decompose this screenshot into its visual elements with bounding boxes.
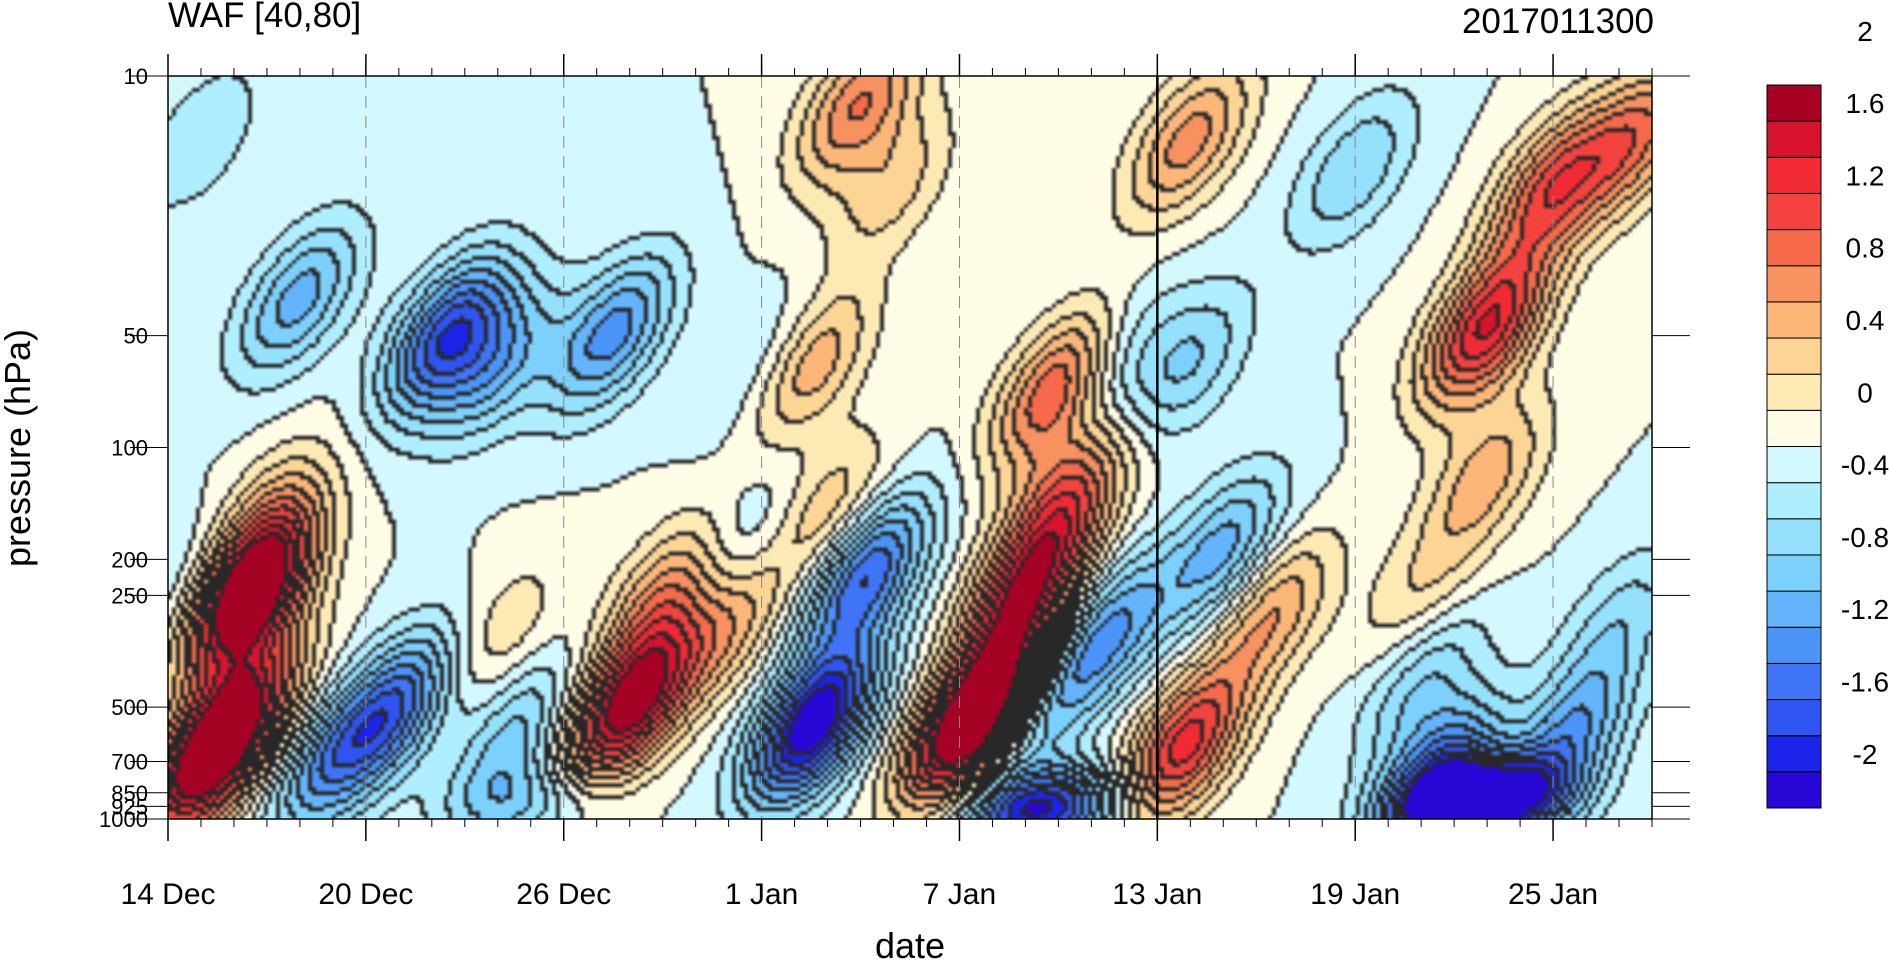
colorbar-label: 1.2 [1846,160,1885,191]
colorbar-label: 0.4 [1846,305,1885,336]
y-tick-label: 850 [111,781,148,806]
colorbar-label: 2 [1857,16,1873,47]
colorbar-swatch [1766,518,1822,556]
colorbar-label: 1.6 [1846,88,1885,119]
x-tick-label: 7 Jan [923,878,996,911]
colorbar-label: 0.8 [1846,233,1885,264]
colorbar-label: -0.8 [1841,522,1889,553]
colorbar-label: 0 [1857,377,1873,408]
x-tick-label: 14 Dec [120,878,215,911]
y-tick-label: 700 [111,749,148,774]
x-tick-label: 20 Dec [318,878,413,911]
colorbar-swatch [1766,373,1822,411]
colorbar-swatch [1766,735,1822,773]
colorbar-swatch [1766,337,1822,375]
y-tick-label: 100 [111,436,148,461]
colorbar-swatch [1766,699,1822,737]
colorbar-swatch [1766,590,1822,628]
colorbar-swatch [1766,265,1822,303]
y-tick-label: 10 [124,64,148,89]
colorbar-swatch [1766,156,1822,194]
colorbar-swatch [1766,554,1822,592]
date-stamp: 2017011300 [1462,2,1654,41]
colorbar-swatch [1766,446,1822,484]
y-tick-label: 250 [111,583,148,608]
y-tick-label: 50 [124,324,148,349]
colorbar-swatch [1766,626,1822,664]
x-tick-label: 13 Jan [1112,878,1202,911]
colorbar-label: -1.6 [1841,666,1889,697]
colorbar-swatch [1766,120,1822,158]
contour-field [168,76,1652,819]
colorbar-swatch [1766,84,1822,122]
y-tick-label: 925 [111,794,148,819]
colorbar-swatch [1766,301,1822,339]
x-tick-label: 1 Jan [725,878,798,911]
colorbar-swatch [1766,662,1822,701]
colorbar-label: -0.4 [1841,450,1889,481]
colorbar-swatch [1766,409,1822,448]
x-tick-label: 26 Dec [516,878,611,911]
x-axis-label: date [875,925,945,961]
colorbar-swatch [1766,192,1822,231]
colorbar-swatch [1766,771,1822,809]
colorbar: 2 1.6 1.2 0.8 0.4 0 -0.4 -0.8 -1.2 -1.6 -2 [1766,16,1889,809]
y-tick-label: 1000 [99,807,148,832]
y-axis-label: pressure (hPa) [0,329,38,567]
x-axis-ticks: 14 Dec 20 Dec 26 Dec 1 Jan 7 Jan 13 Jan 19 Jan… [120,54,1653,911]
colorbar-label: -1.2 [1841,594,1889,625]
chart-title: WAF [40,80] [168,0,361,35]
x-tick-label: 25 Jan [1508,878,1598,911]
colorbar-label: -2 [1853,739,1878,770]
colorbar-swatch [1766,482,1822,520]
x-tick-label: 19 Jan [1310,878,1400,911]
y-tick-label: 200 [111,547,148,572]
colorbar-swatch [1766,229,1822,267]
y-tick-label: 500 [111,695,148,720]
